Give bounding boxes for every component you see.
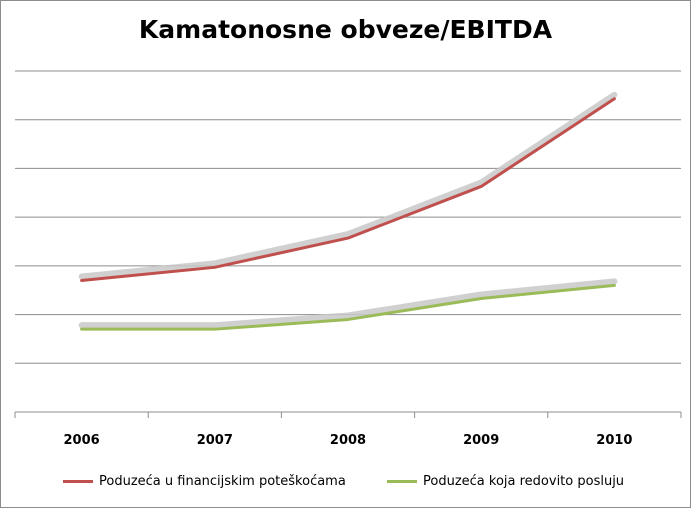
series-line-2 bbox=[80, 283, 616, 331]
x-tick-label: 2008 bbox=[330, 433, 366, 448]
series-shadows bbox=[78, 91, 618, 329]
series-line-1 bbox=[80, 97, 616, 282]
legend-label-series-1: Poduzeća u financijskim poteškoćama bbox=[99, 473, 346, 489]
legend-item-series-1: Poduzeća u financijskim poteškoćama bbox=[63, 469, 346, 493]
legend-item-series-2: Poduzeća koja redovito posluju bbox=[387, 469, 624, 493]
series-lines bbox=[80, 97, 616, 331]
x-tick-label: 2010 bbox=[596, 433, 632, 448]
chart-title: Kamatonosne obveze/EBITDA bbox=[138, 15, 553, 44]
x-tick-label: 2007 bbox=[197, 433, 233, 448]
x-tick-label: 2006 bbox=[64, 433, 100, 448]
series-shadow-1 bbox=[78, 91, 618, 280]
x-tick-labels: 2006 2007 2008 2009 2010 bbox=[64, 433, 633, 448]
legend-swatch-series-1 bbox=[63, 479, 93, 483]
legend-label-series-2: Poduzeća koja redovito posluju bbox=[423, 473, 625, 489]
x-axis bbox=[14, 411, 682, 418]
legend-swatch-series-2 bbox=[387, 479, 417, 483]
legend: Poduzeća u financijskim poteškoćama Podu… bbox=[1, 469, 690, 493]
series-shadow-2 bbox=[78, 278, 618, 329]
x-tick-label: 2009 bbox=[463, 433, 499, 448]
